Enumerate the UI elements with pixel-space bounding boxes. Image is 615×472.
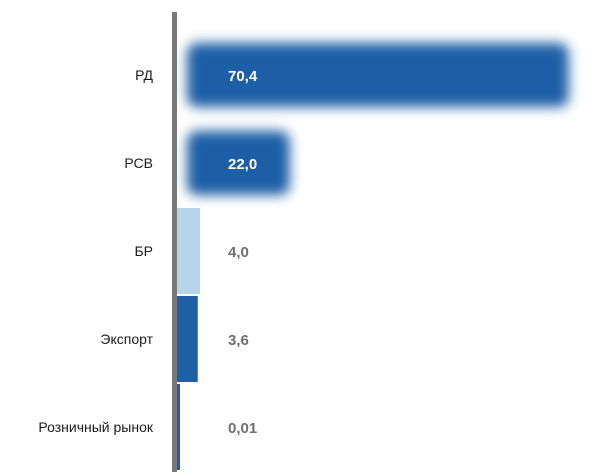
category-label-2: БР — [134, 243, 153, 259]
bar-1 — [187, 131, 290, 195]
value-label-2: 4,0 — [228, 244, 249, 261]
y-axis-line — [172, 12, 177, 472]
labels-layer: РД 70,4 РСВ 22,0 БР 4,0 Экспорт 3,6 Розничный ры… — [38, 67, 257, 437]
bar-3 — [177, 296, 198, 382]
bar-2 — [177, 208, 201, 294]
bar-0 — [187, 43, 569, 107]
value-label-1: 22,0 — [228, 156, 257, 173]
category-label-3: Экспорт — [100, 331, 153, 347]
value-label-4: 0,01 — [228, 420, 257, 437]
value-label-3: 3,6 — [228, 332, 249, 349]
category-label-0: РД — [135, 67, 153, 83]
value-label-0: 70,4 — [228, 68, 258, 85]
category-label-1: РСВ — [124, 155, 153, 171]
category-label-4: Розничный рынок — [38, 419, 153, 435]
bars-layer — [177, 43, 569, 470]
bar-4 — [177, 384, 180, 470]
